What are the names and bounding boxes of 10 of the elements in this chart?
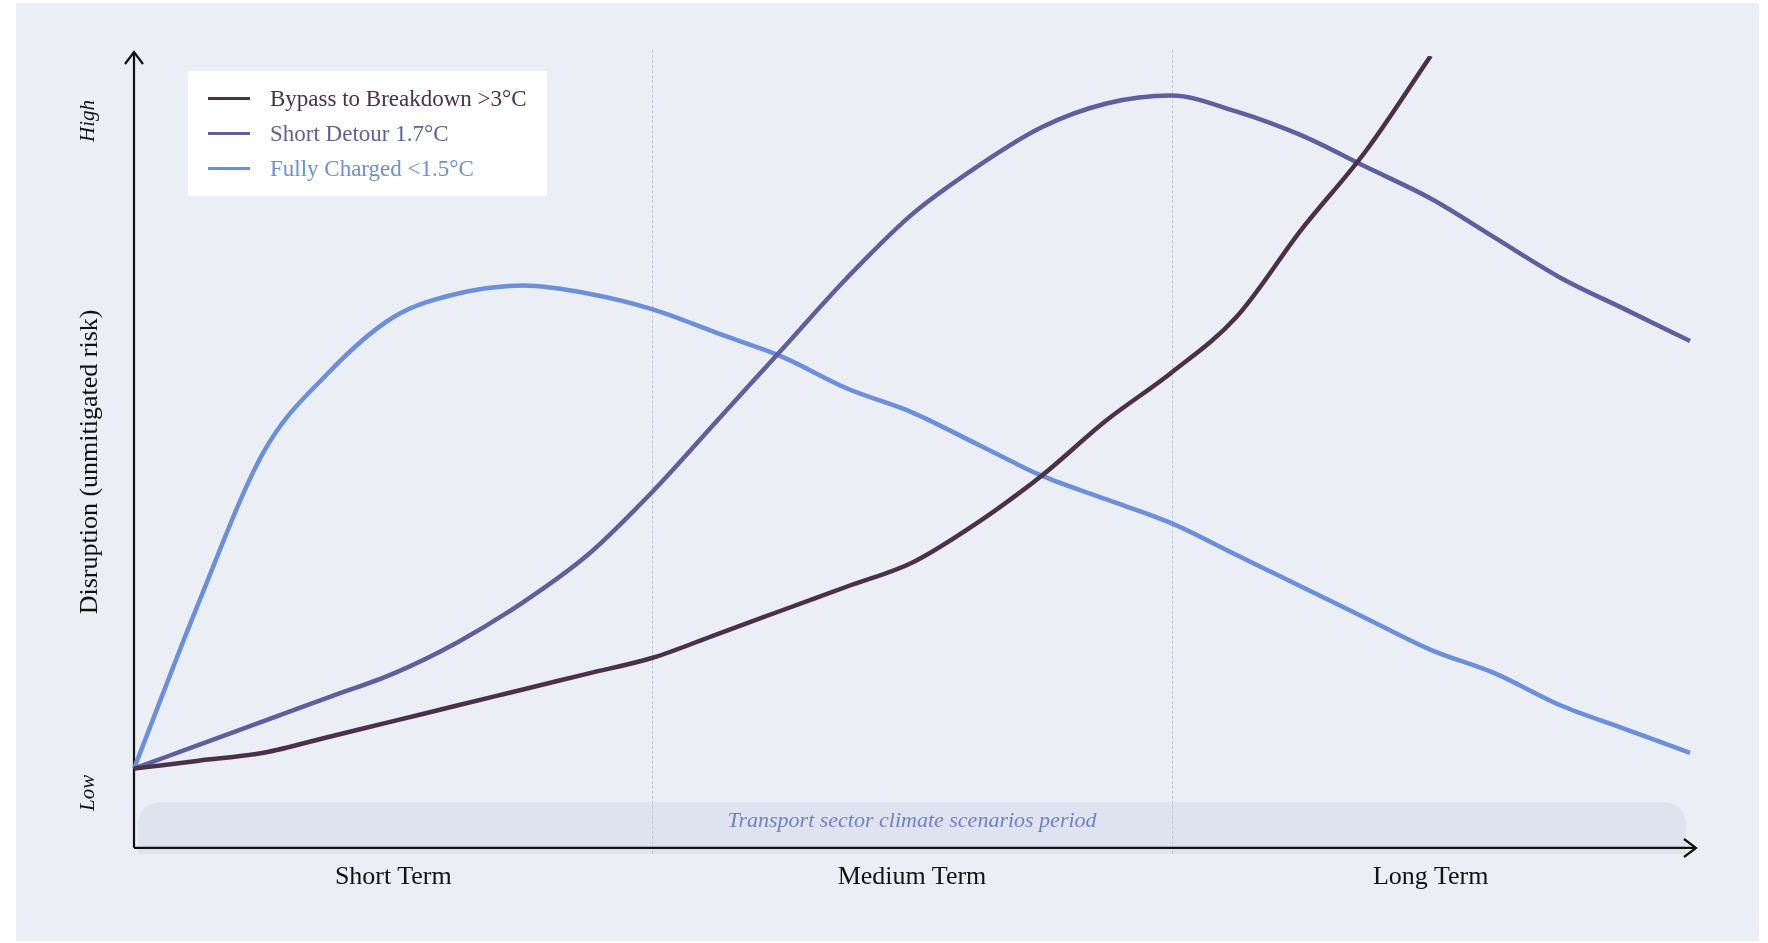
legend-label: Fully Charged <1.5°C <box>270 155 474 183</box>
text: Low <box>74 774 99 812</box>
annotation: Transport sector climate scenarios period <box>727 806 1098 832</box>
legend-label: Bypass to Breakdown >3°C <box>270 85 527 113</box>
x-tick-label: Short Term <box>334 861 452 891</box>
x-tick-label: Medium Term <box>837 861 987 891</box>
legend-label: Short Detour 1.7°C <box>270 120 449 148</box>
text: High <box>74 100 99 143</box>
y-axis-title: Disruption (unmitigated risk) <box>73 309 103 615</box>
x-tick-label: Long Term <box>1372 861 1489 891</box>
